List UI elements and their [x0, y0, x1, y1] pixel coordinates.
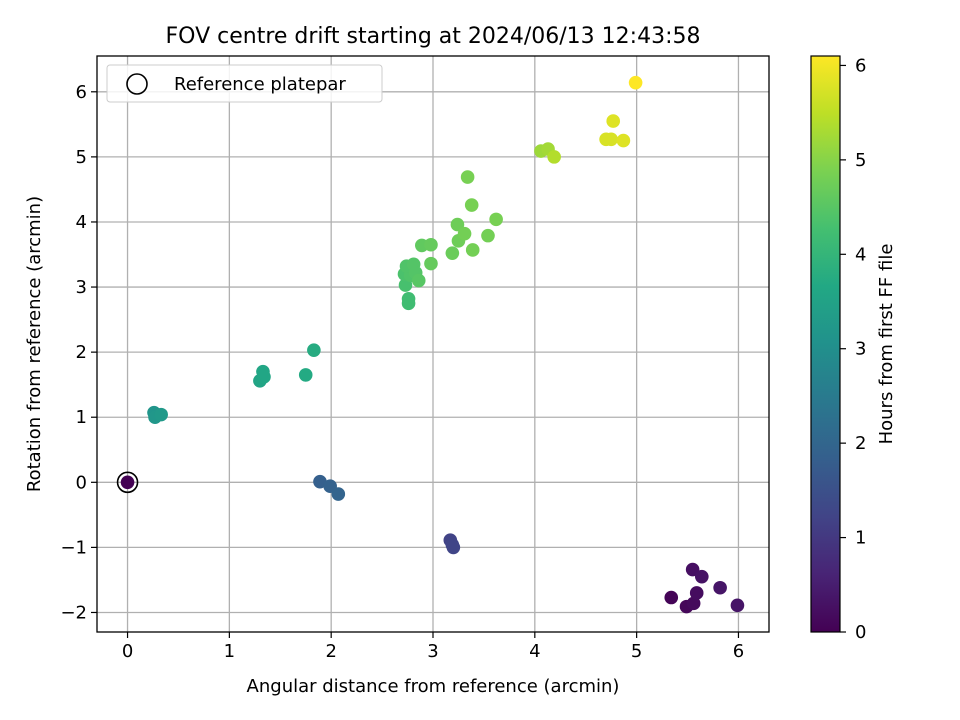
colorbar-tick-label: 5	[855, 150, 866, 171]
data-point	[628, 75, 643, 90]
data-point	[481, 228, 495, 243]
y-tick-label: 2	[76, 342, 87, 363]
x-tick-label: 6	[733, 641, 744, 662]
y-axis-ticks: −2 −1 0 1 2 3 4 5 6	[60, 82, 97, 623]
data-point	[154, 407, 168, 422]
x-axis-label: Angular distance from reference (arcmin)	[247, 676, 620, 697]
y-tick-label: 3	[76, 277, 87, 298]
colorbar-tick-label: 0	[855, 622, 866, 643]
x-tick-label: 2	[325, 641, 336, 662]
legend: Reference platepar	[106, 64, 383, 103]
data-point	[685, 562, 700, 577]
data-point	[464, 198, 479, 212]
colorbar-tick-label: 4	[855, 244, 866, 265]
data-point	[686, 596, 701, 611]
data-point	[411, 273, 426, 288]
chart-title: FOV centre drift starting at 2024/06/13 …	[166, 24, 701, 49]
x-axis-ticks: 0 1 2 3 4 5 6	[122, 632, 744, 662]
y-tick-label: 0	[76, 472, 87, 493]
reference-point	[116, 471, 139, 494]
data-point	[331, 487, 346, 501]
data-point	[689, 586, 704, 600]
x-tick-label: 3	[427, 641, 438, 662]
colorbar-ticks: 0 1 2 3 4 5 6	[840, 55, 866, 643]
data-point	[256, 364, 270, 379]
data-point	[307, 343, 321, 357]
y-tick-label: 6	[76, 82, 87, 103]
data-point	[547, 150, 561, 164]
data-point	[450, 217, 465, 232]
legend-box	[106, 64, 383, 103]
data-point	[445, 246, 460, 261]
colorbar-tick-label: 2	[855, 433, 866, 454]
colorbar-tick-label: 3	[855, 339, 866, 360]
y-tick-label: −2	[60, 602, 87, 623]
data-point	[460, 170, 475, 184]
data-point	[664, 590, 679, 605]
data-point	[695, 569, 709, 584]
data-point	[457, 226, 472, 241]
legend-entry-label: Reference platepar	[174, 74, 346, 95]
legend-marker	[126, 73, 148, 95]
data-point	[730, 598, 745, 613]
data-point	[489, 212, 503, 227]
data-point	[424, 256, 438, 271]
data-point	[120, 475, 135, 490]
data-point	[713, 580, 727, 595]
colorbar-tick-label: 1	[855, 528, 866, 549]
colorbar-tick-label: 6	[855, 55, 866, 76]
colorbar-gradient	[810, 55, 841, 633]
data-point	[446, 540, 461, 555]
colorbar: 0 1 2 3 4 5 6 Hours from first FF file	[810, 55, 897, 643]
data-point	[606, 114, 621, 128]
reference-marker	[116, 471, 139, 494]
data-point	[465, 243, 480, 257]
y-tick-label: 1	[76, 407, 87, 428]
data-points	[120, 75, 745, 614]
data-point	[424, 237, 438, 252]
data-point	[616, 133, 631, 148]
colorbar-label: Hours from first FF file	[876, 244, 897, 445]
data-point	[313, 474, 327, 489]
y-tick-label: 4	[76, 212, 87, 233]
x-tick-label: 0	[122, 641, 133, 662]
y-tick-label: 5	[76, 147, 87, 168]
data-point	[604, 132, 618, 147]
x-tick-label: 4	[529, 641, 540, 662]
y-axis-label: Rotation from reference (arcmin)	[24, 196, 45, 492]
x-tick-label: 5	[631, 641, 642, 662]
x-tick-label: 1	[224, 641, 235, 662]
y-tick-label: −1	[60, 537, 87, 558]
grid-lines	[97, 56, 769, 632]
data-point	[298, 368, 313, 382]
data-point	[401, 291, 416, 306]
